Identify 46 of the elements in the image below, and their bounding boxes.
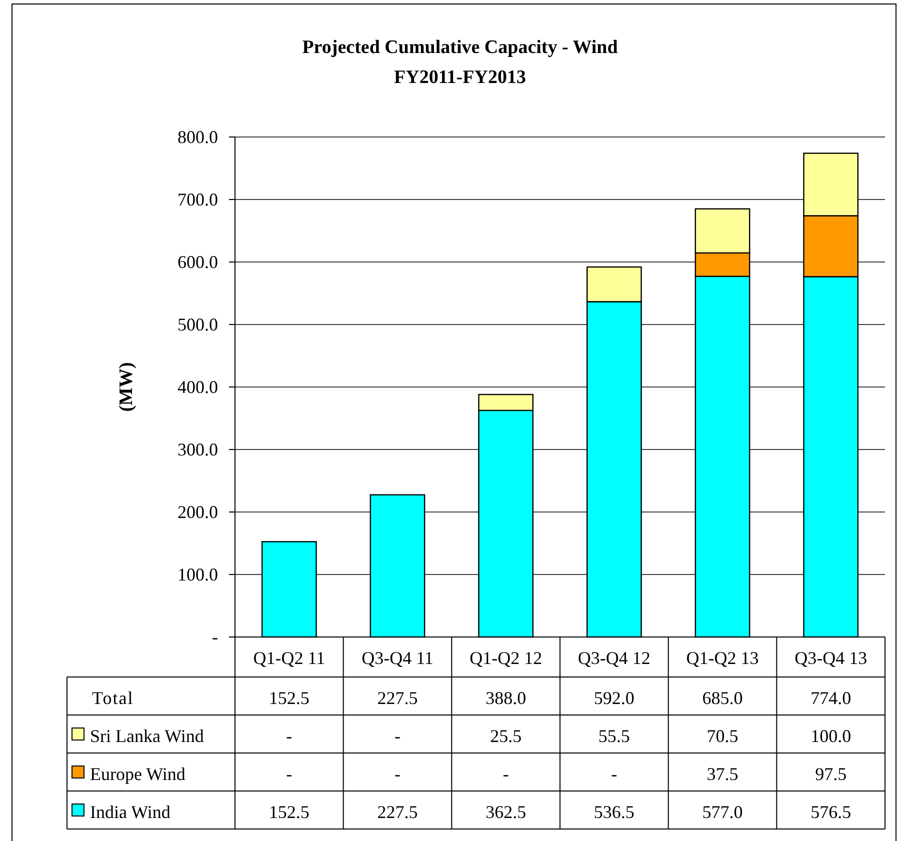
data-label: 577.0 [702,802,743,822]
x-tick-label: Q1-Q2 13 [686,648,759,668]
y-axis-title: (MW) [116,362,137,412]
data-label: 227.5 [377,802,418,822]
total-label: 774.0 [810,688,852,708]
text: - [502,764,509,784]
text: - [611,764,618,784]
total-label: 227.5 [377,688,418,708]
total-label: 592.0 [594,688,634,708]
y-tick-label: 200.0 [178,502,218,522]
data-label: 97.5 [815,764,847,784]
total-label: 152.5 [268,688,310,708]
data-label: 576.5 [810,802,852,822]
data-label: 25.5 [490,726,522,746]
text: Total [92,688,134,708]
chart-subtitle: FY2011-FY2013 [394,67,526,88]
x-tick-label: Q3-Q4 13 [794,648,868,668]
x-tick-label: Q3-Q4 11 [362,648,434,668]
text: - [394,764,400,784]
x-tick-label: Q3-Q4 12 [578,648,650,668]
y-tick-label: 800.0 [178,126,218,147]
y-tick-label: 600.0 [178,252,218,272]
text: - [286,764,292,784]
legend-label: Sri Lanka Wind [90,726,204,746]
data-label: 70.5 [706,726,738,746]
total-label: 685.0 [702,688,743,708]
y-tick-label: 700.0 [178,189,218,210]
x-tick-label: Q1-Q2 11 [253,648,326,668]
data-label: 152.5 [268,802,310,822]
data-label: 100.0 [810,726,852,746]
chart-title: Projected Cumulative Capacity - Wind [302,37,618,58]
y-tick-label: 500.0 [178,314,218,334]
data-label: 37.5 [706,764,738,784]
data-label: 362.5 [486,802,526,822]
legend-label: Europe Wind [90,764,186,784]
total-label: 388.0 [486,688,526,708]
legend-label: India Wind [90,802,170,822]
y-tick-label: 100.0 [178,564,218,584]
y-tick-label: 300.0 [178,439,218,460]
x-tick-label: Q1-Q2 12 [470,648,542,668]
text: - [394,726,400,746]
y-tick-label: - [212,626,218,647]
y-tick-label: 400.0 [178,376,218,397]
text: - [286,726,292,746]
data-label: 55.5 [598,726,630,746]
data-label: 536.5 [594,802,634,822]
